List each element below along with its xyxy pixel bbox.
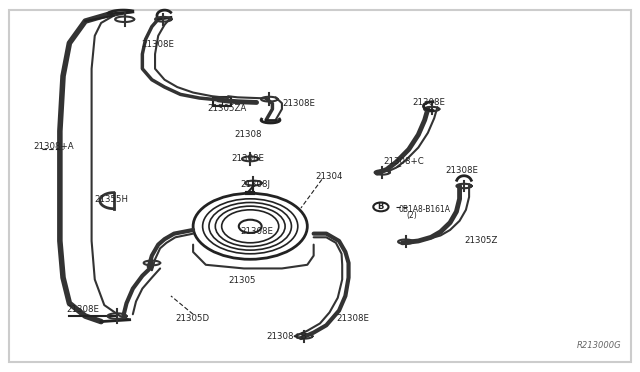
Text: 21308E: 21308E [445,166,479,175]
Text: B: B [378,202,384,211]
Text: 21305D: 21305D [175,314,209,323]
Text: 21308E: 21308E [336,314,369,323]
Text: 21308E: 21308E [412,98,445,108]
Text: 21304: 21304 [315,171,342,181]
FancyBboxPatch shape [212,97,231,106]
Text: 21308+A: 21308+A [33,142,74,151]
Text: 21308E: 21308E [231,154,264,163]
Text: 21355H: 21355H [95,196,129,205]
Text: 21308E: 21308E [141,40,174,49]
Text: 21308J: 21308J [241,180,271,189]
Text: 21305ZA: 21305ZA [207,104,246,113]
Text: (2): (2) [406,211,417,220]
Text: 21308+B: 21308+B [266,332,307,341]
Text: 0B1A8-B161A: 0B1A8-B161A [399,205,451,214]
Text: 21308E: 21308E [241,227,274,236]
Text: 21308E: 21308E [282,99,315,108]
Text: 21305Z: 21305Z [464,236,497,245]
Text: 21308+C: 21308+C [383,157,424,166]
Text: 21308: 21308 [234,129,262,138]
Text: R213000G: R213000G [577,341,621,350]
Text: 21305: 21305 [228,276,255,285]
Text: 21308E: 21308E [66,305,99,314]
